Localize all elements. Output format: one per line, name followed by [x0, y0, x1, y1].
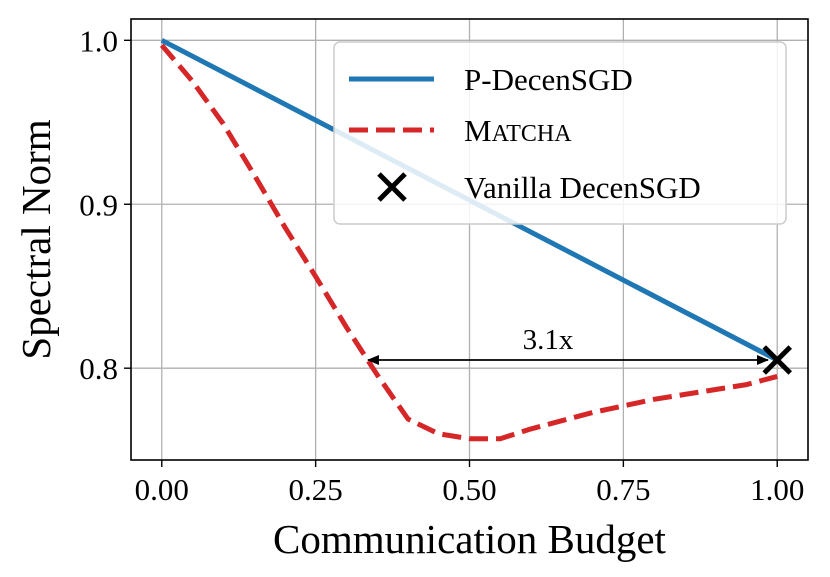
x-tick-label: 0.50 — [442, 472, 496, 507]
marker-vanilla-decensgd — [762, 345, 792, 375]
series-line-matcha — [159, 43, 778, 442]
x-tick-label: 0.25 — [289, 472, 343, 507]
x-tick-label: 0.00 — [135, 472, 189, 507]
legend-label: Vanilla DecenSGD — [464, 170, 701, 205]
legend-label: MATCHA — [464, 113, 572, 148]
tick-layer: 0.00 0.25 0.50 0.75 1.00 0.8 0.9 1.0 — [79, 23, 804, 507]
y-tick-label: 0.9 — [79, 187, 118, 222]
legend-label: P-DecenSGD — [464, 62, 633, 97]
legend-box — [333, 41, 787, 225]
x-tick-label: 1.00 — [750, 472, 804, 507]
y-tick-label: 1.0 — [79, 23, 118, 58]
x-tick-label: 0.75 — [596, 472, 650, 507]
y-axis-label: Spectral Norm — [13, 119, 59, 359]
legend: P-DecenSGD MATCHA Vanilla DecenSGD — [333, 41, 787, 225]
x-axis-label: Communication Budget — [273, 516, 666, 562]
annotation-label: 3.1x — [523, 324, 574, 356]
annotation-layer: 3.1x — [366, 324, 769, 365]
y-tick-label: 0.8 — [79, 351, 118, 386]
legend-swatch — [377, 172, 407, 202]
